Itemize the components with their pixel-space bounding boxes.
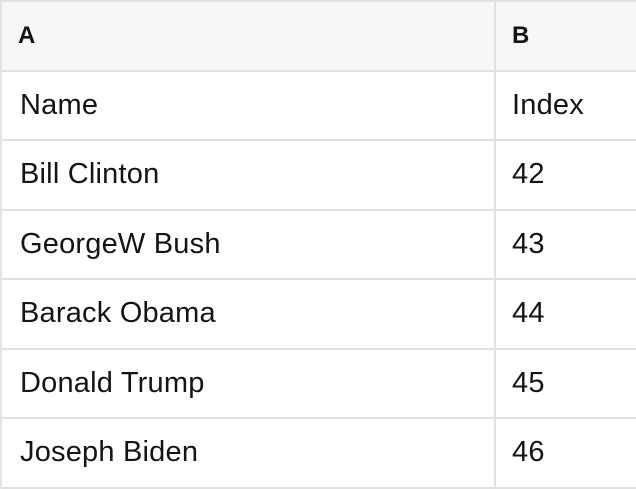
cell-text: Donald Trump: [20, 366, 205, 399]
cell-b[interactable]: 43: [494, 210, 636, 278]
cell-text: Barack Obama: [20, 297, 216, 330]
cell-text: 43: [512, 227, 545, 260]
table-row: Joseph Biden 46: [2, 419, 636, 489]
cell-b[interactable]: 45: [494, 349, 636, 417]
cell-a[interactable]: Name: [2, 72, 494, 140]
cell-b[interactable]: 44: [494, 280, 636, 348]
cell-text: Joseph Biden: [20, 436, 199, 469]
cell-text: GeorgeW Bush: [20, 227, 221, 260]
table-row: Donald Trump 45: [2, 349, 636, 419]
table-row: Bill Clinton 42: [2, 141, 636, 211]
column-header-b[interactable]: B: [494, 2, 636, 70]
cell-a[interactable]: Donald Trump: [2, 350, 494, 418]
cell-text: Name: [20, 88, 99, 121]
cell-a[interactable]: GeorgeW Bush: [2, 211, 494, 279]
cell-text: 42: [512, 158, 545, 191]
table-row: Name Index: [2, 71, 636, 141]
column-header-row: A B: [2, 2, 636, 72]
cell-b[interactable]: 46: [494, 419, 636, 487]
cell-text: 46: [512, 436, 545, 469]
cell-a[interactable]: Bill Clinton: [2, 141, 494, 209]
table-row: GeorgeW Bush 43: [2, 210, 636, 280]
table-row: Barack Obama 44: [2, 280, 636, 350]
cell-text: Index: [512, 88, 584, 121]
cell-b[interactable]: Index: [494, 71, 636, 139]
cell-a[interactable]: Joseph Biden: [2, 419, 494, 487]
cell-b[interactable]: 42: [494, 141, 636, 209]
cell-a[interactable]: Barack Obama: [2, 280, 494, 348]
cell-text: 45: [512, 366, 545, 399]
cell-text: 44: [512, 297, 545, 330]
column-header-a-label: A: [18, 21, 36, 49]
cell-text: Bill Clinton: [20, 158, 160, 191]
column-header-a[interactable]: A: [2, 2, 494, 70]
column-header-b-label: B: [512, 21, 530, 49]
